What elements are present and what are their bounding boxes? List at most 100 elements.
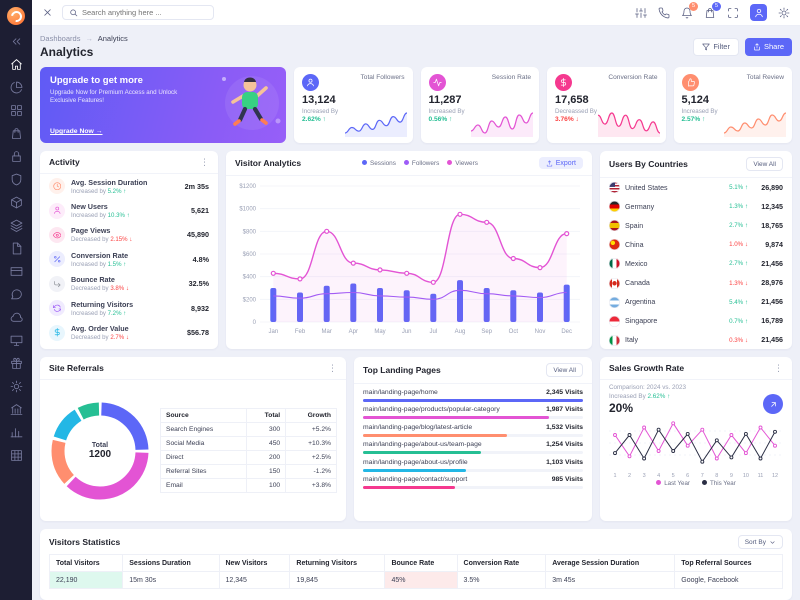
bounce-icon xyxy=(49,275,65,292)
share-button[interactable]: Share xyxy=(744,37,792,56)
chevrons-icon[interactable] xyxy=(10,35,23,48)
refresh-icon xyxy=(49,300,65,317)
clock-icon xyxy=(49,178,65,195)
bag-icon[interactable] xyxy=(10,127,23,140)
chevron-down-icon xyxy=(769,539,776,546)
sort-by-button[interactable]: Sort By xyxy=(737,535,783,549)
country-item: Spain 2.7% ↑ 18,765 xyxy=(600,216,792,235)
settings-icon[interactable] xyxy=(10,380,23,393)
pie-icon[interactable] xyxy=(10,81,23,94)
svg-text:Jun: Jun xyxy=(402,329,412,335)
landing-page-item: main/landing-page/contact/support 985 Vis… xyxy=(354,472,592,489)
layers-icon[interactable] xyxy=(10,219,23,232)
svg-text:8: 8 xyxy=(715,473,718,479)
filter-button-label: Filter xyxy=(713,42,730,51)
table-icon[interactable] xyxy=(10,449,23,462)
svg-text:Dec: Dec xyxy=(561,329,572,335)
svg-text:$1000: $1000 xyxy=(239,207,256,213)
eye-icon xyxy=(49,226,65,243)
svg-text:Sep: Sep xyxy=(481,329,492,335)
menu-toggle-icon[interactable] xyxy=(42,7,53,18)
maximize-icon[interactable] xyxy=(727,7,739,19)
view-all-link[interactable]: View All xyxy=(746,157,783,171)
svg-text:6: 6 xyxy=(686,473,689,479)
session-rate-icon xyxy=(428,74,446,91)
app-logo[interactable] xyxy=(7,7,25,25)
upgrade-now-link[interactable]: Upgrade Now → xyxy=(50,128,103,135)
phone-icon[interactable] xyxy=(658,7,670,19)
visitors-statistics-table: Total Visitors Sessions Duration New Vis… xyxy=(48,554,783,589)
cell-sessions-duration: 15m 30s xyxy=(122,571,220,589)
ca-flag-icon xyxy=(609,277,620,289)
filter-button[interactable]: Filter xyxy=(693,37,739,56)
users-by-countries-card: Users By Countries View All United State… xyxy=(600,151,792,349)
page-title: Analytics xyxy=(40,45,94,59)
chart-icon[interactable] xyxy=(10,426,23,439)
svg-text:0: 0 xyxy=(253,320,257,326)
trend-button[interactable] xyxy=(763,394,783,414)
export-button[interactable]: Export xyxy=(538,157,583,169)
column-header: Growth xyxy=(285,408,337,423)
countries-list: United States 5.1% ↑ 26,890 Germany 1.3%… xyxy=(600,178,792,349)
bag-icon[interactable]: 5 xyxy=(704,1,721,19)
activity-item: Avg. Session Duration Increased by 5.2% … xyxy=(40,174,218,198)
more-options-icon[interactable]: ⋮ xyxy=(774,362,783,373)
stat-value: 11,287 xyxy=(428,94,462,106)
lock-icon[interactable] xyxy=(10,150,23,163)
home-icon[interactable] xyxy=(10,58,23,71)
column-header: Total Visitors xyxy=(48,554,124,572)
bank-icon[interactable] xyxy=(10,403,23,416)
cn-flag-icon xyxy=(609,239,620,251)
percent-icon xyxy=(49,251,65,268)
visitor-analytics-card: Visitor Analytics Sessions Followers Vie… xyxy=(226,151,592,349)
share-button-label: Share xyxy=(763,42,784,51)
grid-icon[interactable] xyxy=(10,104,23,117)
chat-icon[interactable] xyxy=(10,288,23,301)
cell-top-referral-sources: Google, Facebook xyxy=(674,571,783,589)
monitor-icon[interactable] xyxy=(10,334,23,347)
user-icon xyxy=(49,202,65,219)
column-header: Conversion Rate xyxy=(456,554,547,572)
countries-title: Users By Countries xyxy=(609,159,688,169)
svg-text:Mar: Mar xyxy=(321,329,331,335)
cell-new-visitors: 12,345 xyxy=(218,571,291,589)
more-options-icon[interactable]: ⋮ xyxy=(200,156,209,167)
more-options-icon[interactable]: ⋮ xyxy=(328,362,337,373)
file-icon[interactable] xyxy=(10,242,23,255)
activity-card: Activity ⋮ Avg. Session Duration Increas… xyxy=(40,151,218,349)
search-box[interactable] xyxy=(62,5,214,20)
ar-flag-icon xyxy=(609,296,620,308)
svg-text:Apr: Apr xyxy=(349,329,358,335)
cloud-icon[interactable] xyxy=(10,311,23,324)
stat-delta: 3.76% ↓ xyxy=(555,116,579,123)
stat-change-label: Increased By xyxy=(428,108,465,115)
gift-icon[interactable] xyxy=(10,357,23,370)
stat-card-conversion-rate: Conversion Rate 17,658 Decreassed By 3.7… xyxy=(547,67,666,143)
column-header: Source xyxy=(159,408,248,423)
bell-icon[interactable]: 5 xyxy=(681,1,698,19)
card-icon[interactable] xyxy=(10,265,23,278)
visitor-analytics-title: Visitor Analytics xyxy=(235,158,302,168)
top-landing-pages-card: Top Landing Pages View All main/landing-… xyxy=(354,357,592,521)
view-all-link[interactable]: View All xyxy=(546,363,583,377)
comparison-label: Comparison: 2024 vs. 2023 xyxy=(609,384,687,391)
conversion-sparkline-chart xyxy=(597,112,660,137)
settings-icon[interactable] xyxy=(778,7,790,19)
cell-bounce-rate: 45% xyxy=(384,571,458,589)
box-icon[interactable] xyxy=(10,196,23,209)
search-input[interactable] xyxy=(82,8,207,17)
main-area: 55 Dashboards → Analytics Analytics Filt… xyxy=(32,0,800,600)
page-header: Dashboards → Analytics Analytics Filter … xyxy=(40,34,792,59)
progress-bar xyxy=(363,398,583,402)
svg-text:$200: $200 xyxy=(243,297,257,303)
site-referrals-title: Site Referrals xyxy=(49,363,104,373)
svg-text:11: 11 xyxy=(758,473,764,479)
avatar[interactable] xyxy=(750,4,767,21)
svg-text:10: 10 xyxy=(743,473,749,479)
sliders-icon[interactable] xyxy=(635,7,647,19)
sidebar xyxy=(0,0,32,600)
breadcrumb-dashboards[interactable]: Dashboards xyxy=(40,34,81,43)
shield-icon[interactable] xyxy=(10,173,23,186)
mx-flag-icon xyxy=(609,258,620,270)
breadcrumb-analytics[interactable]: Analytics xyxy=(97,34,128,43)
